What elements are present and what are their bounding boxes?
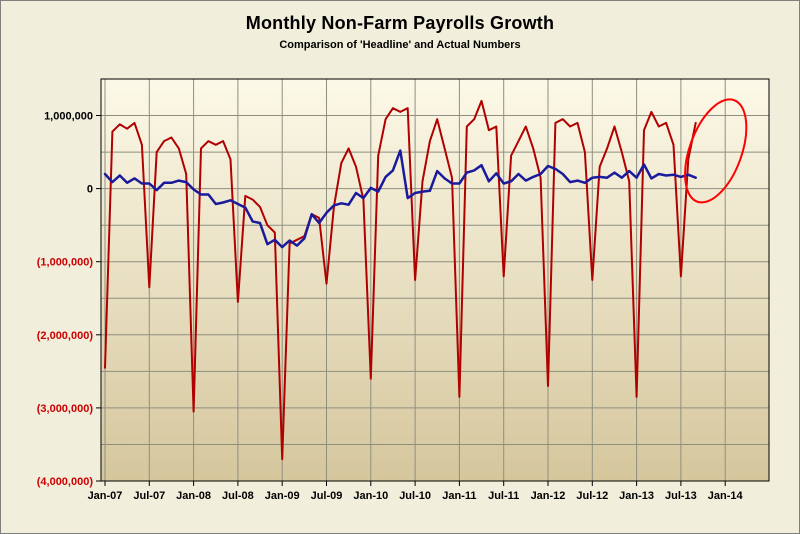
chart-title: Monthly Non-Farm Payrolls Growth [245,13,555,33]
highlight-ellipse-annotation [684,98,748,204]
y-axis-label: 0 [87,184,93,196]
x-axis-label: Jul-12 [576,490,608,502]
y-axis-label: (2,000,000) [37,330,94,342]
y-axis-label: (1,000,000) [37,257,94,269]
x-axis-label: Jul-13 [665,490,697,502]
x-axis-label: Jan-08 [176,490,211,502]
y-axis-label: (3,000,000) [37,403,94,415]
x-axis-label: Jan-14 [708,490,744,502]
plot-border [100,78,770,482]
series-actual-line [104,99,697,461]
x-axis-label: Jan-12 [531,490,566,502]
x-axis-label: Jan-10 [353,490,388,502]
x-axis-label: Jul-10 [399,490,431,502]
x-axis-label: Jul-08 [222,490,254,502]
chart-subtitle: Comparison of 'Headline' and Actual Numb… [279,39,521,51]
x-axis-label: Jan-11 [442,490,476,502]
series-headline-line [103,149,697,249]
x-axis-label: Jul-11 [488,490,519,502]
x-axis-label: Jul-09 [311,490,343,502]
x-axis-label: Jan-07 [88,490,123,502]
x-axis-label: Jan-09 [265,490,300,502]
y-axis-label: (4,000,000) [37,476,94,488]
y-axis-label: 1,000,000 [44,111,93,123]
x-axis-label: Jul-07 [133,490,165,502]
plot-background [101,79,769,481]
x-axis-label: Jan-13 [619,490,654,502]
